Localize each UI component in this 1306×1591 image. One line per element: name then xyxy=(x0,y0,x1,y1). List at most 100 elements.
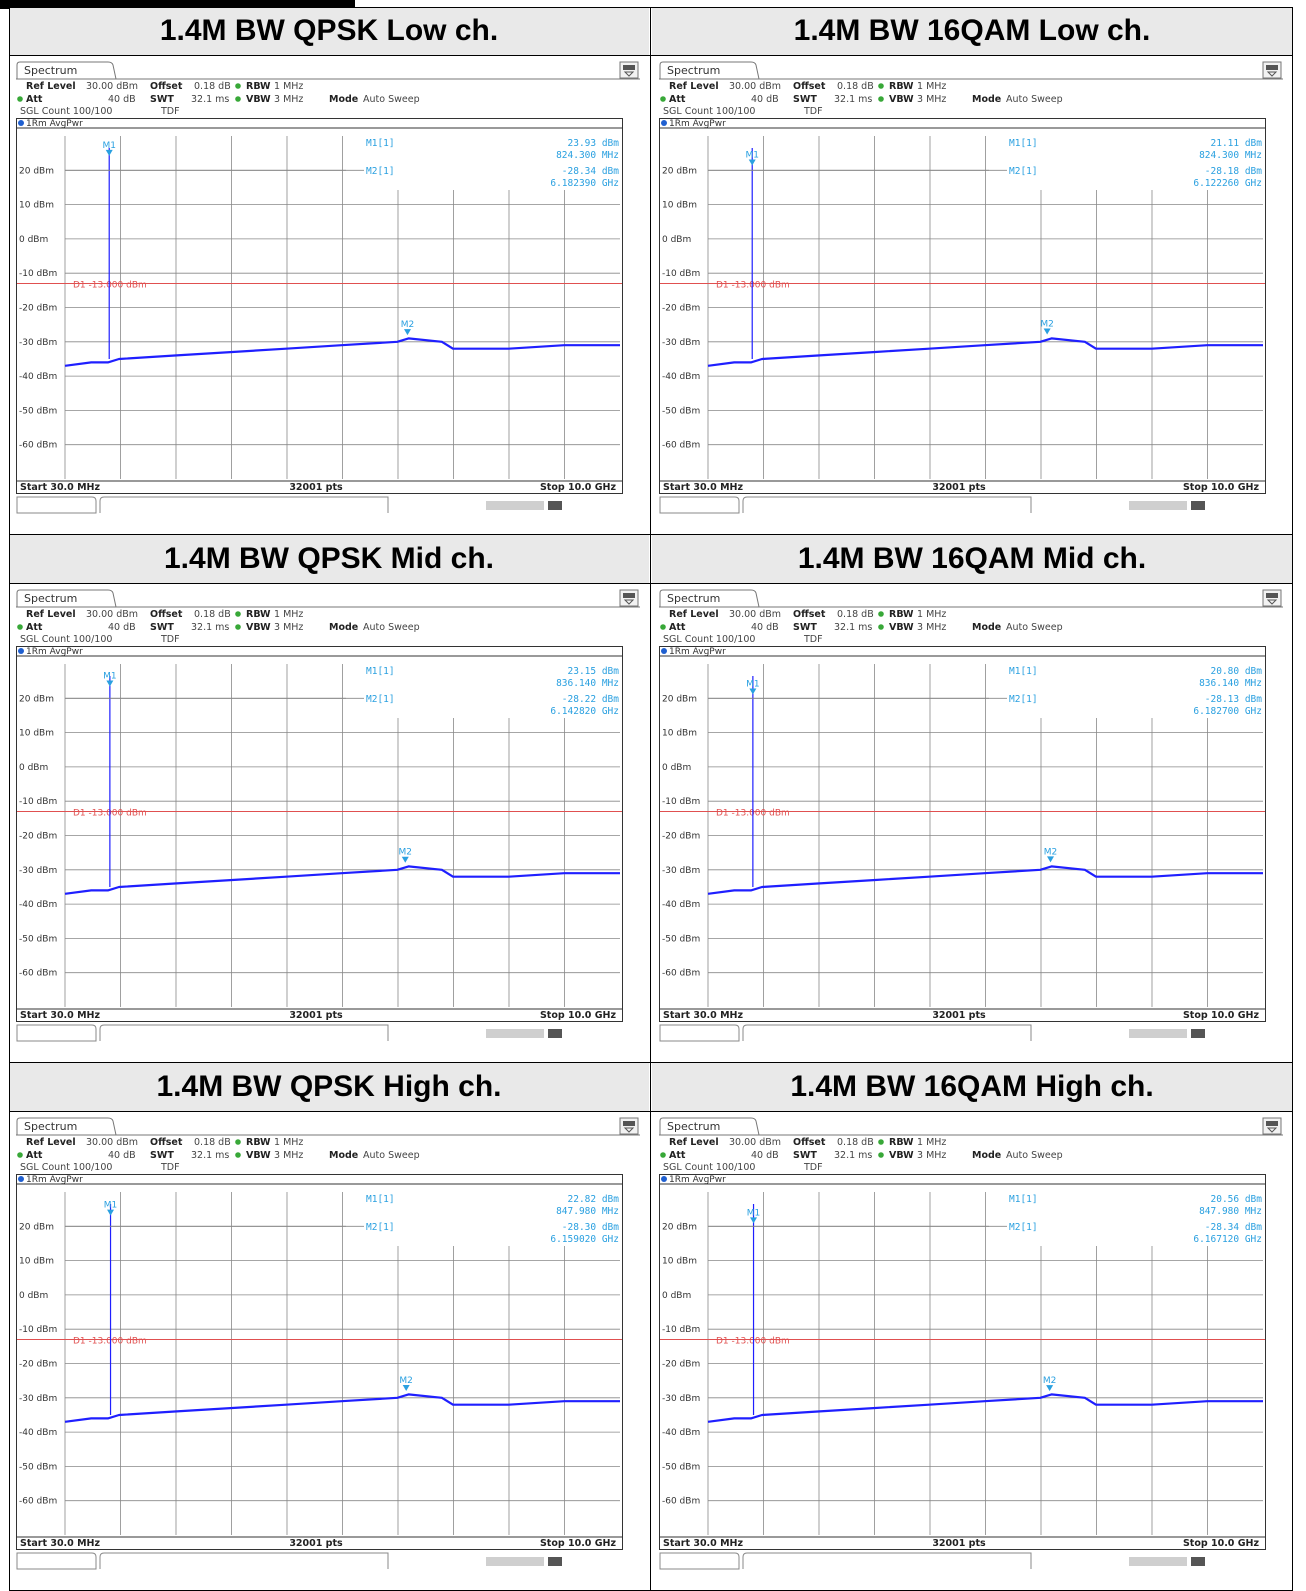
m1-marker-icon[interactable] xyxy=(106,680,114,687)
sweep-points: 32001 pts xyxy=(289,1010,343,1021)
display-config-icon[interactable] xyxy=(619,589,639,607)
offset-value: 0.18 dB xyxy=(194,609,231,620)
tab-spectrum[interactable]: Spectrum xyxy=(659,589,760,608)
vbw-value: 3 MHz xyxy=(917,1150,946,1161)
m2-marker-icon[interactable] xyxy=(403,329,411,336)
swt-value: 32.1 ms xyxy=(191,1150,229,1161)
vbw-value: 3 MHz xyxy=(917,622,946,633)
trace-indicator-icon xyxy=(661,648,667,654)
m2-level: -28.13 dBm xyxy=(1205,694,1262,705)
m2-readout-label: M2[1] xyxy=(366,694,395,705)
att-label: Att xyxy=(26,622,43,633)
trace-label: 1Rm AvgPwr xyxy=(669,119,726,129)
m1-frequency: 847.980 MHz xyxy=(556,1206,619,1217)
m1-marker-icon[interactable] xyxy=(749,688,757,695)
vbw-label: VBW xyxy=(889,1150,914,1161)
sgl-count: SGL Count 100/100 xyxy=(20,106,112,117)
m1-marker-icon[interactable] xyxy=(105,149,113,156)
y-tick-label: -60 dBm xyxy=(662,441,700,451)
start-frequency: Start 30.0 MHz xyxy=(20,482,100,493)
title-divider xyxy=(9,55,1293,56)
y-tick-label: -30 dBm xyxy=(662,866,700,876)
y-tick-label: -30 dBm xyxy=(19,866,57,876)
m1-level: 20.56 dBm xyxy=(1211,1194,1263,1205)
m2-marker-icon[interactable] xyxy=(1043,328,1051,335)
display-config-icon[interactable] xyxy=(619,1117,639,1135)
m2-marker-icon[interactable] xyxy=(401,856,409,863)
start-frequency: Start 30.0 MHz xyxy=(663,1010,743,1021)
mode-value: Auto Sweep xyxy=(363,622,420,633)
display-config-icon[interactable] xyxy=(1262,61,1282,79)
measurement-trace xyxy=(64,337,620,367)
rbw-value: 1 MHz xyxy=(917,81,946,92)
m2-frequency: 6.182700 GHz xyxy=(1193,706,1262,717)
m1-frequency: 824.300 MHz xyxy=(1199,150,1262,161)
tab-spectrum-label: Spectrum xyxy=(667,1120,720,1133)
m1-marker-icon[interactable] xyxy=(750,1217,758,1224)
start-frequency: Start 30.0 MHz xyxy=(663,482,743,493)
y-tick-label: 20 dBm xyxy=(19,166,54,176)
m1-frequency: 847.980 MHz xyxy=(1199,1206,1262,1217)
m2-tag: M2 xyxy=(399,848,413,858)
y-tick-label: -40 dBm xyxy=(662,1428,700,1438)
limit-label: D1 -13.000 dBm xyxy=(73,280,147,290)
top-black-bar xyxy=(0,0,355,9)
m1-readout-label: M1[1] xyxy=(366,1194,395,1205)
tab-spectrum[interactable]: Spectrum xyxy=(16,61,117,80)
m1-marker-icon[interactable] xyxy=(748,159,756,166)
rbw-label: RBW xyxy=(246,81,271,92)
tab-spectrum[interactable]: Spectrum xyxy=(16,1117,117,1136)
display-config-icon[interactable] xyxy=(619,61,639,79)
y-tick-label: 10 dBm xyxy=(662,729,697,739)
att-label: Att xyxy=(26,94,43,105)
display-config-icon[interactable] xyxy=(1262,1117,1282,1135)
m2-marker-icon[interactable] xyxy=(1046,1385,1054,1392)
display-config-icon[interactable] xyxy=(1262,589,1282,607)
mode-label: Mode xyxy=(972,622,1001,633)
m2-frequency: 6.122260 GHz xyxy=(1193,178,1262,189)
offset-label: Offset xyxy=(150,1137,183,1148)
att-value: 40 dB xyxy=(108,1150,136,1161)
m2-marker-icon[interactable] xyxy=(402,1384,410,1391)
mode-value: Auto Sweep xyxy=(363,94,420,105)
y-tick-label: 10 dBm xyxy=(662,1257,697,1267)
tab-spectrum[interactable]: Spectrum xyxy=(659,1117,760,1136)
sweep-points: 32001 pts xyxy=(932,1538,986,1549)
offset-label: Offset xyxy=(793,609,826,620)
y-tick-label: -60 dBm xyxy=(19,441,57,451)
y-tick-label: 10 dBm xyxy=(19,729,54,739)
trace-indicator-icon xyxy=(661,1176,667,1182)
status-icon xyxy=(548,1029,562,1038)
y-tick-label: -40 dBm xyxy=(19,900,57,910)
stop-frequency: Stop 10.0 GHz xyxy=(540,1538,617,1549)
att-label: Att xyxy=(26,1150,43,1161)
y-tick-label: -20 dBm xyxy=(19,832,57,842)
y-tick-label: 10 dBm xyxy=(19,201,54,211)
m2-marker-icon[interactable] xyxy=(1047,856,1055,863)
y-tick-label: 10 dBm xyxy=(662,201,697,211)
tab-spectrum[interactable]: Spectrum xyxy=(659,61,760,80)
mode-label: Mode xyxy=(329,94,358,105)
table-border-top xyxy=(9,7,1293,8)
swt-label: SWT xyxy=(150,622,174,633)
y-tick-label: 20 dBm xyxy=(19,694,54,704)
offset-label: Offset xyxy=(793,1137,826,1148)
m1-marker-icon[interactable] xyxy=(107,1209,115,1216)
m1-level: 23.15 dBm xyxy=(568,666,620,677)
status-bar xyxy=(659,496,1205,514)
sweep-points: 32001 pts xyxy=(289,482,343,493)
trace-label: 1Rm AvgPwr xyxy=(26,647,83,657)
tab-spectrum[interactable]: Spectrum xyxy=(16,589,117,608)
ref-level-value: 30.00 dBm xyxy=(86,1137,138,1148)
trace-label: 1Rm AvgPwr xyxy=(669,1175,726,1185)
vbw-label: VBW xyxy=(246,1150,271,1161)
y-tick-label: 20 dBm xyxy=(19,1222,54,1232)
parameter-header: Ref Level 30.00 dBm Offset 0.18 dB RBW 1 MHz A… xyxy=(17,81,420,117)
y-tick-label: -60 dBm xyxy=(19,969,57,979)
